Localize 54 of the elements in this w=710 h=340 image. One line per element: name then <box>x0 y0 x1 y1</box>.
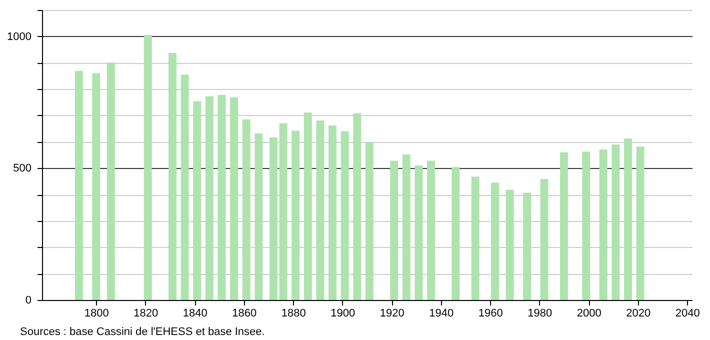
x-tick-label: 2020 <box>626 308 651 320</box>
bar <box>599 149 608 300</box>
bar <box>612 144 620 300</box>
x-tick-label: 1880 <box>281 308 306 320</box>
source-note: Sources : base Cassini de l'EHESS et base Insee. <box>20 326 265 338</box>
bar <box>636 146 644 300</box>
bar <box>180 74 189 300</box>
bar <box>540 178 548 300</box>
x-tick-label: 1940 <box>429 308 454 320</box>
bar <box>582 152 590 300</box>
bar <box>365 142 374 300</box>
bar <box>452 167 460 300</box>
bar <box>471 176 480 300</box>
bar <box>624 138 632 300</box>
bar <box>316 120 324 300</box>
bar <box>230 97 238 300</box>
y-tick-label: 0 <box>25 294 32 306</box>
bar <box>506 190 514 300</box>
bar <box>292 130 300 300</box>
bar <box>269 137 278 300</box>
x-tick-label: 2040 <box>675 308 700 320</box>
x-tick-label: 1920 <box>380 308 404 320</box>
bar <box>523 192 532 300</box>
bar <box>254 133 263 300</box>
bar <box>193 101 202 300</box>
bar <box>242 119 250 300</box>
x-tick-label: 1800 <box>84 308 109 320</box>
bar <box>491 182 500 300</box>
bar <box>414 166 423 300</box>
bar <box>74 70 83 300</box>
x-tick-label: 2000 <box>576 308 602 320</box>
x-tick-label: 1820 <box>134 308 158 320</box>
bar <box>427 160 436 300</box>
bar <box>279 123 288 300</box>
bar <box>340 131 349 300</box>
bar <box>168 52 176 300</box>
bar <box>92 73 100 300</box>
bar <box>390 160 398 300</box>
bar <box>205 96 214 300</box>
x-tick-label: 1980 <box>528 308 552 320</box>
y-tick-label: 500 <box>13 162 32 175</box>
x-tick-label: 1840 <box>182 308 208 320</box>
y-tick-label: 1000 <box>7 30 32 43</box>
bar <box>144 35 152 300</box>
bar <box>353 113 362 300</box>
x-tick-label: 1960 <box>478 308 503 320</box>
bar <box>402 154 410 300</box>
bar <box>560 152 568 300</box>
bar <box>218 94 226 300</box>
x-tick-label: 1900 <box>330 308 356 320</box>
bar <box>106 62 115 300</box>
bar <box>304 112 312 300</box>
bar <box>328 125 337 300</box>
x-tick-label: 1860 <box>232 308 257 320</box>
